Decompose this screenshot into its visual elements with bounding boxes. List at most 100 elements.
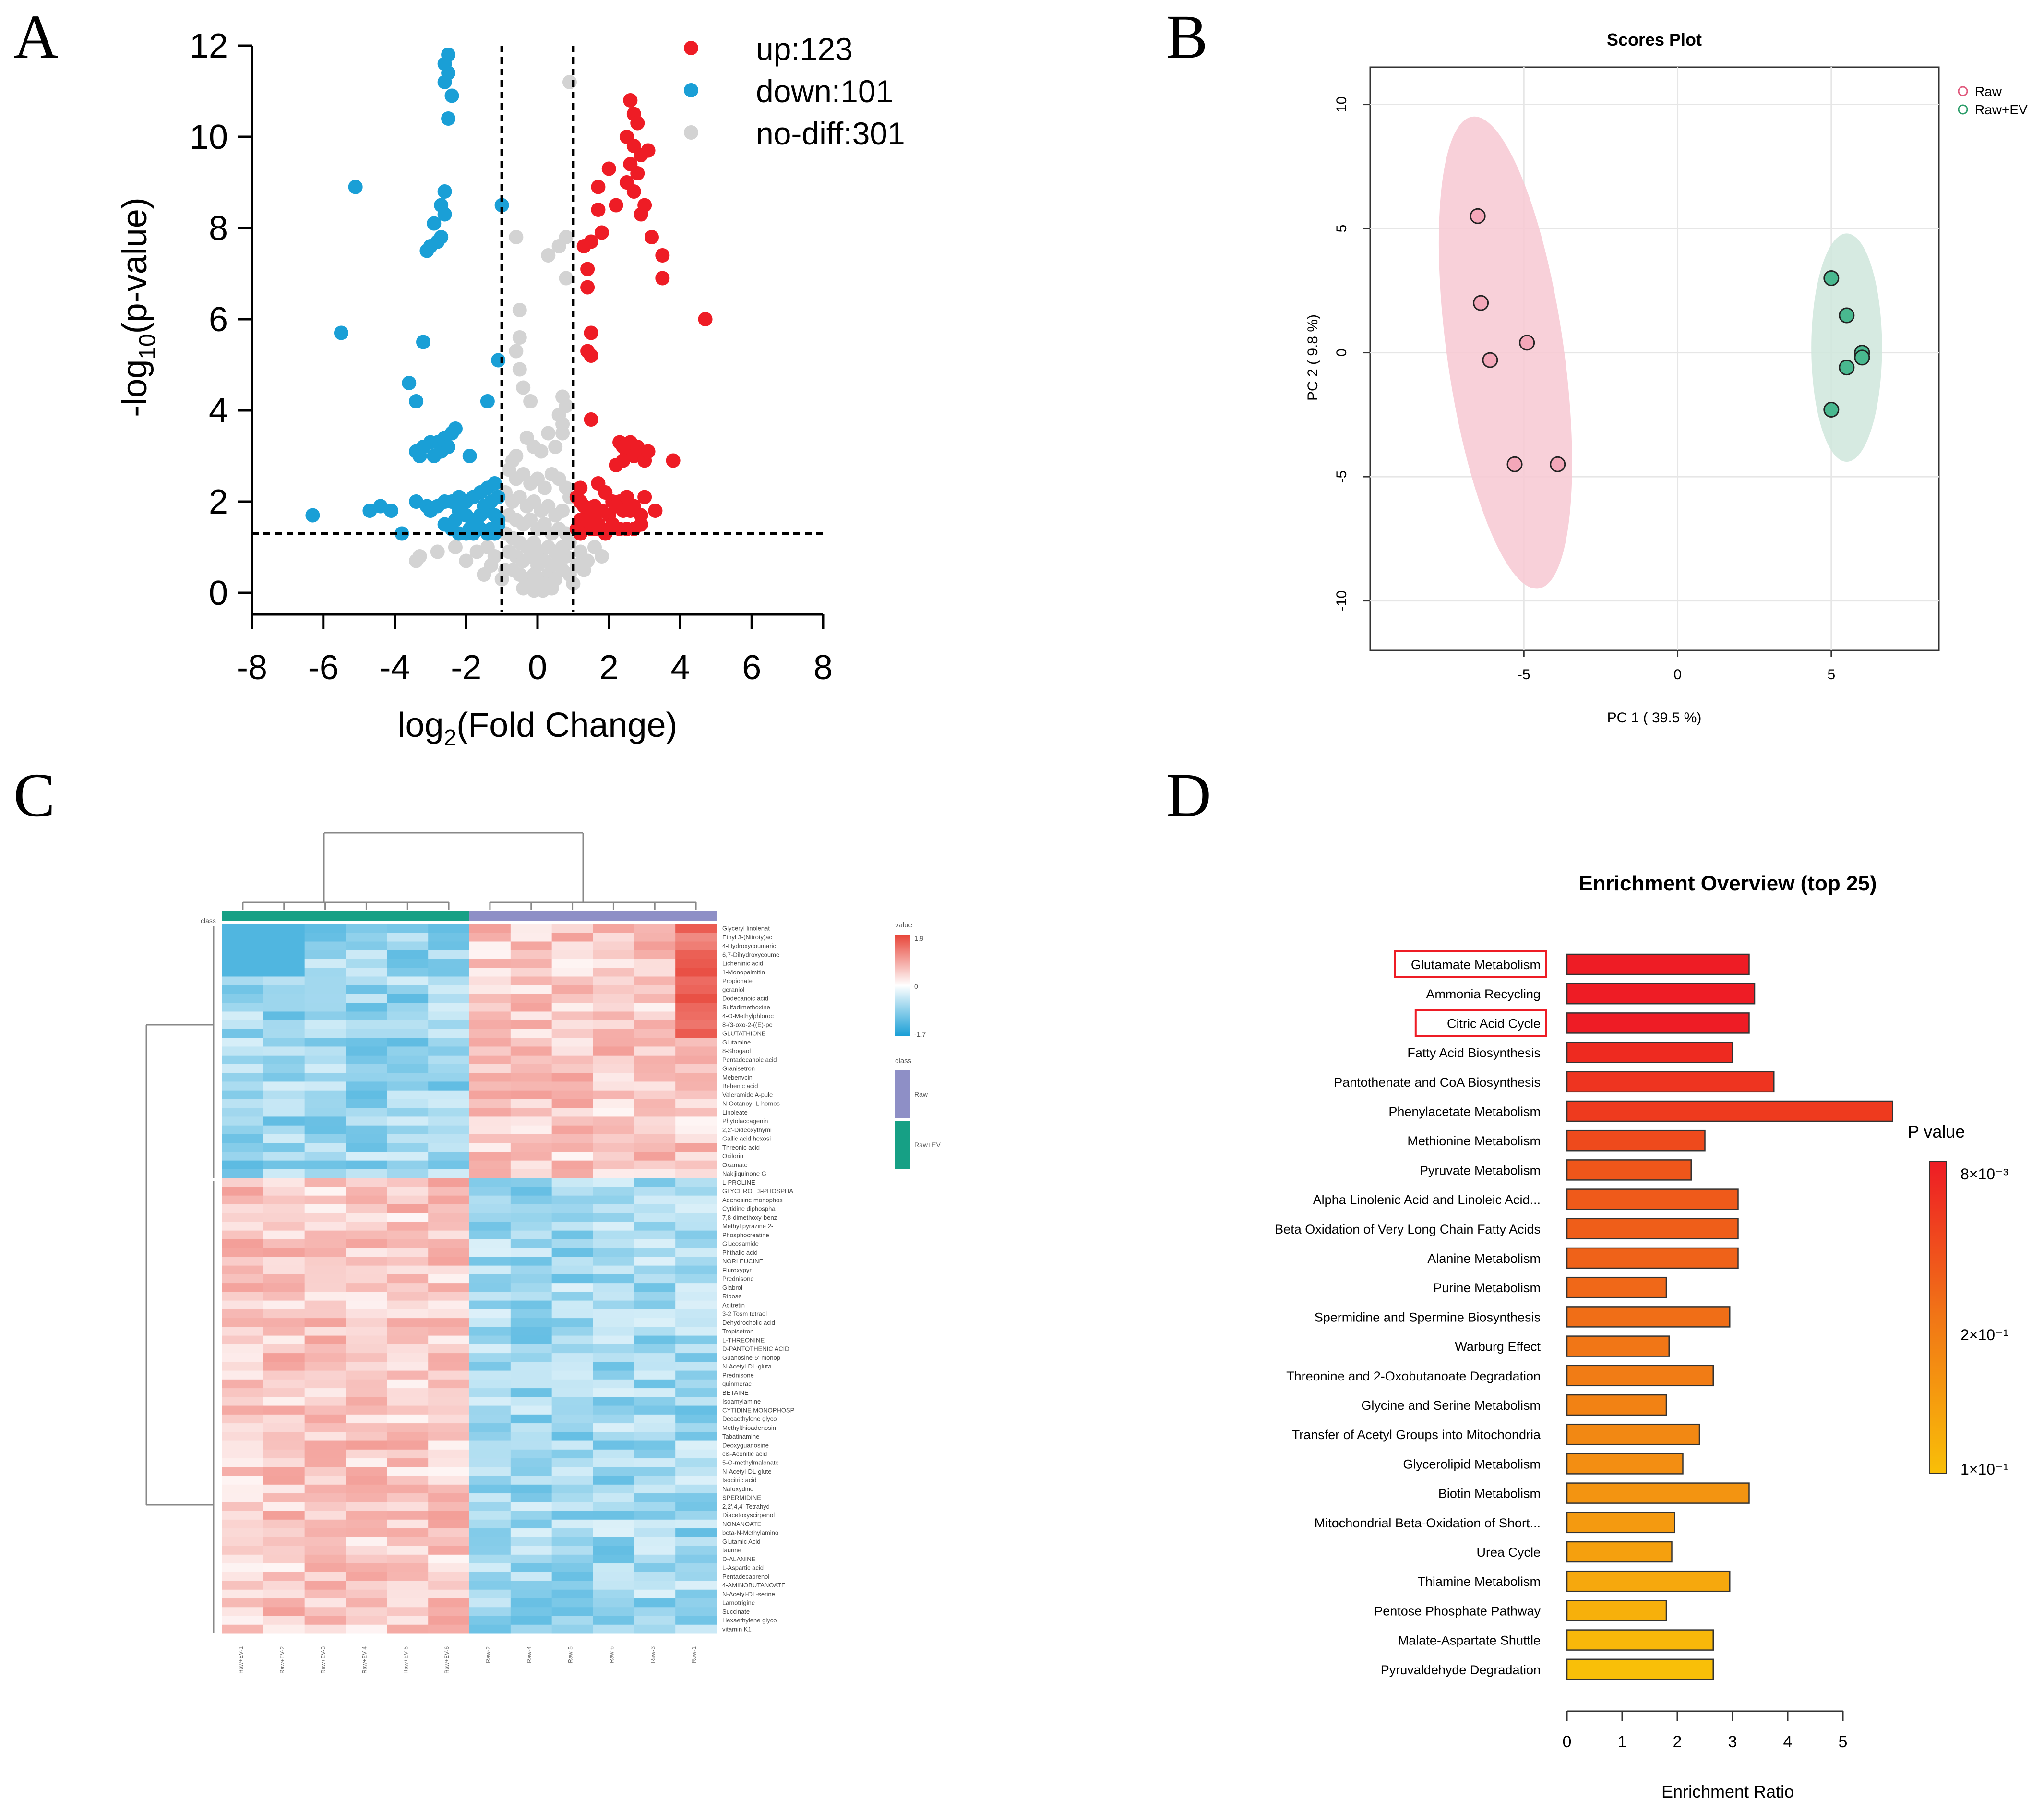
heatmap-cell <box>222 1292 264 1301</box>
heatmap-row-label: Ribose <box>722 1293 741 1300</box>
heatmap-cell <box>634 924 676 933</box>
heatmap-cell <box>593 1204 634 1213</box>
heatmap-cell <box>387 994 429 1003</box>
heatmap-cell <box>634 1011 676 1021</box>
heatmap-cell <box>222 1283 264 1292</box>
heatmap-cell <box>428 1125 470 1135</box>
heatmap-cell <box>469 1572 511 1582</box>
heatmap-cell <box>675 1449 717 1459</box>
heatmap-cell <box>675 1143 717 1152</box>
heatmap-cell <box>346 1589 387 1599</box>
volcano-point-down <box>448 513 463 527</box>
volcano-x-tick-label: 0 <box>528 648 547 687</box>
heatmap-cell <box>675 1362 717 1371</box>
heatmap-row-label: beta-N-Methylamino <box>722 1529 778 1536</box>
heatmap-cell <box>510 1344 552 1354</box>
pca-ticks: -5 0 5 -10 -5 0 5 10 <box>1334 96 1835 683</box>
volcano-point-up <box>580 262 595 276</box>
heatmap-cell <box>387 1414 429 1424</box>
heatmap-cell <box>263 1108 305 1117</box>
heatmap-cell <box>222 933 264 942</box>
heatmap-cell <box>551 933 593 942</box>
pca-y-tick-label: 5 <box>1334 225 1350 233</box>
heatmap-cell <box>675 1537 717 1547</box>
heatmap-cell <box>387 1046 429 1056</box>
heatmap-cell <box>593 994 634 1003</box>
heatmap-cell <box>222 1020 264 1030</box>
heatmap-cell <box>428 994 470 1003</box>
enrichment-legend: P value 8×10⁻³ 2×10⁻¹ 1×10⁻¹ <box>1908 1122 2008 1478</box>
heatmap-cell <box>551 1239 593 1248</box>
heatmap-cell <box>263 1353 305 1362</box>
heatmap-cell <box>675 1152 717 1161</box>
heatmap-cell <box>304 1511 346 1520</box>
heatmap-cell <box>510 1476 552 1485</box>
heatmap-cell <box>387 1003 429 1012</box>
heatmap-cell <box>510 1423 552 1432</box>
heatmap-cell <box>346 1011 387 1021</box>
enrichment-bar <box>1566 1042 1733 1063</box>
heatmap-cell <box>469 1493 511 1502</box>
volcano-point-up <box>648 504 663 518</box>
volcano-legend-marker <box>684 41 698 55</box>
heatmap-cell <box>510 950 552 960</box>
heatmap-cell <box>428 1440 470 1450</box>
heatmap-cell <box>675 1003 717 1012</box>
heatmap-cell <box>551 1423 593 1432</box>
heatmap-cell <box>428 1563 470 1572</box>
heatmap-cell <box>469 1187 511 1196</box>
heatmap-cell <box>469 941 511 951</box>
heatmap-row-label: Guanosine-5'-monop <box>722 1354 780 1361</box>
volcano-point-up <box>641 444 656 459</box>
heatmap-row-label: Prednisone <box>722 1275 754 1283</box>
heatmap-cell <box>304 1528 346 1537</box>
heatmap-cell <box>469 1116 511 1126</box>
heatmap-cell <box>222 985 264 995</box>
heatmap-cell <box>304 1108 346 1117</box>
heatmap-row-label: N-Acetyl-DL-gluta <box>722 1363 772 1370</box>
heatmap-cell <box>428 1572 470 1582</box>
enrichment-category-label: Glycerolipid Metabolism <box>1403 1457 1541 1471</box>
volcano-point-down <box>480 394 495 408</box>
volcano-point-no-diff <box>559 271 574 286</box>
heatmap-cell <box>675 1099 717 1108</box>
heatmap-cell <box>469 1449 511 1459</box>
heatmap-row-label: Glutamine <box>722 1039 751 1046</box>
heatmap-cell <box>675 1546 717 1555</box>
heatmap-cell <box>510 1292 552 1301</box>
heatmap-cell <box>263 1432 305 1441</box>
heatmap-cell <box>469 1370 511 1380</box>
heatmap-cell <box>593 1011 634 1021</box>
heatmap-cell <box>634 1554 676 1564</box>
heatmap-cell <box>634 1265 676 1275</box>
heatmap-cell <box>263 1327 305 1336</box>
volcano-point-up <box>584 348 598 363</box>
heatmap-cell <box>510 1563 552 1572</box>
heatmap-cell <box>222 1519 264 1529</box>
heatmap-cell <box>346 1003 387 1012</box>
heatmap-cell <box>675 1344 717 1354</box>
heatmap-cell <box>222 1484 264 1494</box>
heatmap-cell <box>510 1230 552 1240</box>
enrichment-bar <box>1566 1129 1706 1152</box>
heatmap-cell <box>263 1090 305 1100</box>
enrichment-category-label: Warburg Effect <box>1455 1340 1541 1354</box>
volcano-x-tick-label: -6 <box>308 648 339 687</box>
heatmap-cell <box>222 1003 264 1012</box>
heatmap-cell <box>304 1353 346 1362</box>
heatmap-cell <box>263 1414 305 1424</box>
heatmap-cell <box>593 1169 634 1178</box>
heatmap-cell <box>510 1405 552 1415</box>
heatmap-cell <box>634 1388 676 1397</box>
heatmap-cell <box>346 1064 387 1073</box>
heatmap-cell <box>551 1108 593 1117</box>
heatmap-cell <box>387 1204 429 1213</box>
volcano-point-down <box>462 449 477 463</box>
heatmap-cell <box>222 1598 264 1608</box>
heatmap-cell <box>387 1537 429 1547</box>
pca-x-tick-label: 0 <box>1673 667 1682 683</box>
volcano-point-down <box>491 517 506 532</box>
heatmap-cell <box>387 1152 429 1161</box>
heatmap-cell <box>675 1484 717 1494</box>
